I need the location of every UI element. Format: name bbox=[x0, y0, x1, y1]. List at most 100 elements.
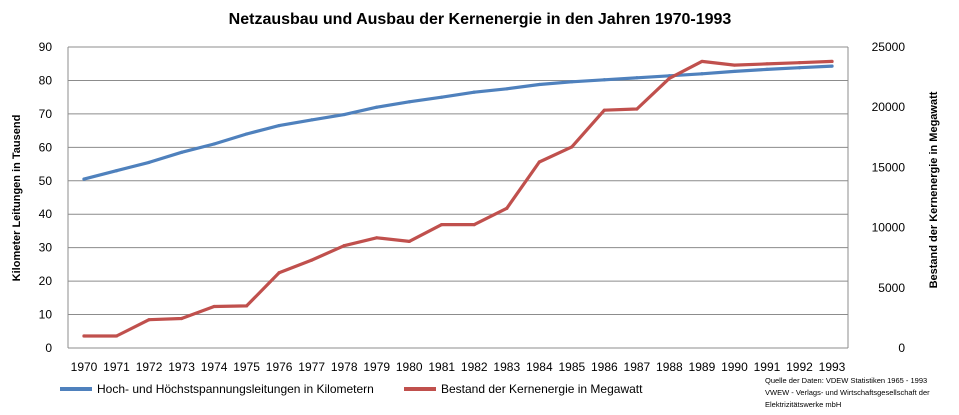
data-point-series-2 bbox=[440, 222, 444, 227]
data-point-series-1 bbox=[440, 95, 444, 99]
data-point-series-2 bbox=[765, 62, 769, 66]
data-point-series-2 bbox=[700, 59, 704, 64]
data-point-series-2 bbox=[147, 318, 151, 322]
x-tick-label: 1974 bbox=[201, 360, 228, 374]
right-tick-label: 25000 bbox=[872, 40, 906, 54]
right-tick-label: 0 bbox=[898, 341, 905, 355]
left-tick-label: 80 bbox=[39, 73, 53, 87]
data-point-series-2 bbox=[277, 271, 281, 275]
data-point-series-1 bbox=[310, 118, 314, 122]
data-point-series-1 bbox=[797, 66, 802, 70]
data-point-series-2 bbox=[537, 160, 541, 164]
data-point-series-2 bbox=[407, 239, 411, 244]
data-point-series-1 bbox=[765, 67, 769, 72]
right-tick-label: 10000 bbox=[872, 221, 906, 235]
x-axis-ticks: 1970 1971 1972 1973 1974 1975 1976 1977 1978 1979… bbox=[71, 360, 846, 374]
left-tick-label: 60 bbox=[39, 140, 53, 154]
series-lines bbox=[82, 59, 834, 338]
data-point-series-2 bbox=[732, 63, 737, 67]
x-tick-label: 1987 bbox=[624, 360, 651, 374]
source-line-1: Quelle der Daten: VDEW Statistiken 1965 … bbox=[765, 376, 927, 385]
data-point-series-1 bbox=[732, 69, 737, 74]
left-tick-label: 40 bbox=[39, 207, 53, 221]
x-tick-label: 1972 bbox=[136, 360, 163, 374]
data-point-series-1 bbox=[700, 72, 704, 76]
data-point-series-1 bbox=[602, 78, 606, 82]
data-point-series-2 bbox=[667, 76, 671, 80]
x-tick-label: 1970 bbox=[71, 360, 98, 374]
x-tick-label: 1979 bbox=[363, 360, 390, 374]
data-point-series-1 bbox=[635, 76, 639, 80]
legend-label-series-1: Hoch- und Höchstspannungsleitungen in Ki… bbox=[97, 382, 374, 396]
legend-label-series-2: Bestand der Kernenergie in Megawatt bbox=[441, 382, 643, 396]
x-tick-label: 1983 bbox=[493, 360, 520, 374]
data-point-series-2 bbox=[472, 222, 476, 227]
data-point-series-1 bbox=[114, 169, 119, 173]
data-point-series-2 bbox=[212, 304, 216, 309]
x-tick-label: 1982 bbox=[461, 360, 488, 374]
right-tick-label: 20000 bbox=[872, 100, 906, 114]
x-tick-label: 1977 bbox=[298, 360, 325, 374]
x-tick-label: 1990 bbox=[721, 360, 748, 374]
data-point-series-2 bbox=[342, 244, 346, 248]
left-axis-label: Kilometer Leitungen in Tausend bbox=[11, 115, 23, 282]
x-tick-label: 1981 bbox=[428, 360, 455, 374]
data-point-series-2 bbox=[114, 334, 119, 338]
data-point-series-2 bbox=[375, 236, 379, 240]
right-axis-ticks: 0 5000 10000 15000 20000 25000 bbox=[872, 40, 906, 355]
gridlines bbox=[67, 46, 849, 349]
source-note: Quelle der Daten: VDEW Statistiken 1965 … bbox=[765, 376, 930, 409]
source-line-2: VWEW - Verlags- und Wirtschaftsgesellsch… bbox=[765, 388, 930, 397]
left-tick-label: 10 bbox=[39, 308, 53, 322]
data-point-series-1 bbox=[407, 100, 411, 104]
legend: Hoch- und Höchstspannungsleitungen in Ki… bbox=[60, 382, 643, 396]
right-tick-label: 15000 bbox=[872, 160, 906, 174]
x-tick-label: 1993 bbox=[819, 360, 846, 374]
data-point-series-2 bbox=[505, 206, 509, 210]
series-line-1 bbox=[82, 64, 834, 181]
x-tick-label: 1971 bbox=[103, 360, 130, 374]
data-point-series-1 bbox=[82, 177, 86, 181]
source-line-3: Elektrizitätswerke mbH bbox=[765, 400, 841, 409]
chart-title: Netzausbau und Ausbau der Kernenergie in… bbox=[229, 11, 732, 28]
data-point-series-1 bbox=[537, 82, 541, 87]
data-point-series-1 bbox=[570, 80, 574, 84]
data-point-series-1 bbox=[212, 142, 216, 146]
x-tick-label: 1975 bbox=[233, 360, 260, 374]
data-point-series-1 bbox=[277, 123, 281, 128]
left-tick-label: 30 bbox=[39, 241, 53, 255]
series-line-2 bbox=[82, 59, 834, 338]
x-tick-label: 1984 bbox=[526, 360, 553, 374]
data-point-series-1 bbox=[830, 64, 834, 68]
x-tick-label: 1973 bbox=[168, 360, 195, 374]
x-tick-label: 1980 bbox=[396, 360, 423, 374]
data-point-series-2 bbox=[570, 145, 574, 149]
left-tick-label: 50 bbox=[39, 174, 53, 188]
data-point-series-1 bbox=[147, 160, 151, 164]
left-tick-label: 90 bbox=[39, 40, 53, 54]
data-point-series-2 bbox=[310, 258, 314, 262]
left-axis-ticks: 0 10 20 30 40 50 60 70 80 90 bbox=[39, 40, 53, 355]
x-tick-label: 1986 bbox=[591, 360, 618, 374]
data-point-series-2 bbox=[797, 61, 802, 65]
data-point-series-1 bbox=[505, 87, 509, 91]
left-tick-label: 20 bbox=[39, 274, 53, 288]
x-tick-label: 1988 bbox=[656, 360, 683, 374]
data-point-series-2 bbox=[245, 304, 249, 308]
data-point-series-1 bbox=[472, 90, 476, 94]
x-tick-label: 1989 bbox=[689, 360, 716, 374]
x-tick-label: 1978 bbox=[331, 360, 358, 374]
right-axis-label: Bestand der Kernenergie in Megawatt bbox=[928, 91, 940, 288]
data-point-series-2 bbox=[830, 59, 834, 64]
x-tick-label: 1992 bbox=[786, 360, 813, 374]
data-point-series-1 bbox=[245, 132, 249, 136]
data-point-series-2 bbox=[82, 334, 86, 338]
left-tick-label: 70 bbox=[39, 107, 53, 121]
data-point-series-1 bbox=[375, 105, 379, 109]
data-point-series-2 bbox=[179, 316, 184, 321]
data-point-series-1 bbox=[179, 150, 184, 154]
data-point-series-2 bbox=[602, 108, 606, 112]
data-point-series-1 bbox=[342, 112, 346, 117]
right-tick-label: 5000 bbox=[878, 281, 905, 295]
